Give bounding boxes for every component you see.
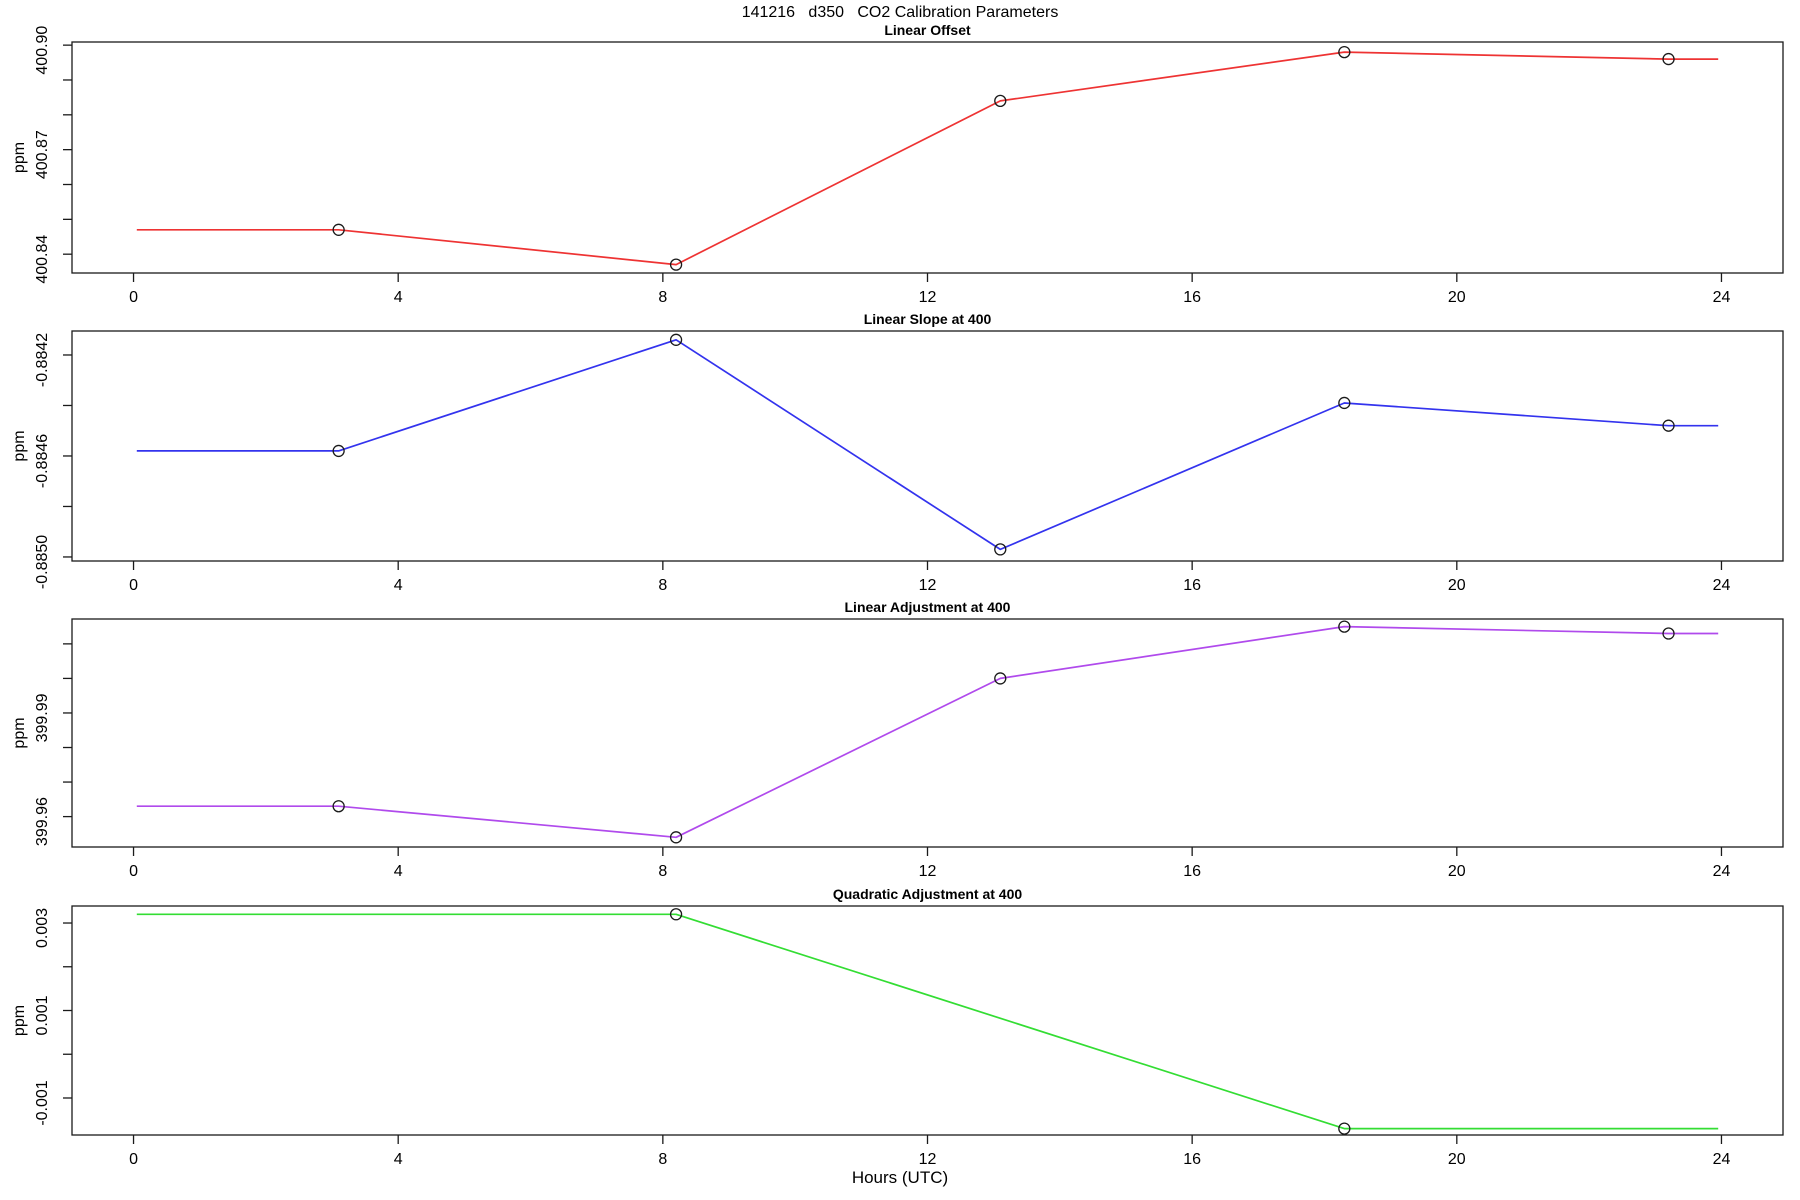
- x-tick-label: 16: [1183, 1151, 1201, 1168]
- plot-box: [71, 330, 1784, 562]
- data-point: [1338, 620, 1351, 633]
- x-tick-label: 0: [129, 577, 138, 594]
- x-tick-label: 12: [919, 1151, 937, 1168]
- main-title: 141216 d350 CO2 Calibration Parameters: [741, 4, 1059, 21]
- data-point: [1662, 52, 1675, 66]
- plot-box: [71, 905, 1784, 1136]
- y-tick-label: 0.003: [34, 908, 51, 948]
- x-tick-label: 4: [394, 863, 403, 880]
- x-tick-label: 4: [394, 289, 403, 306]
- y-tick-label: 399.99: [34, 693, 51, 742]
- data-point: [994, 672, 1007, 685]
- x-tick-label: 4: [394, 1151, 403, 1168]
- y-tick-label: 399.96: [34, 797, 51, 846]
- data-line: [136, 913, 1719, 1130]
- x-tick-label: 24: [1713, 289, 1731, 306]
- y-tick-label: 400.84: [34, 235, 51, 284]
- data-point: [669, 908, 683, 921]
- data-point: [669, 831, 683, 844]
- panel-title: Linear Slope at 400: [864, 311, 992, 327]
- x-tick-label: 8: [658, 577, 667, 594]
- data-line: [136, 51, 1719, 266]
- plot-box: [71, 618, 1784, 848]
- y-axis-title: ppm: [11, 1005, 28, 1036]
- y-tick-label: 400.90: [34, 26, 51, 75]
- y-tick-label: -0.8842: [34, 333, 51, 387]
- x-tick-label: 12: [919, 863, 937, 880]
- x-tick-label: 24: [1713, 1151, 1731, 1168]
- x-tick-label: 12: [919, 577, 937, 594]
- x-tick-label: 20: [1448, 577, 1466, 594]
- data-point: [994, 543, 1007, 556]
- panel-title: Linear Offset: [884, 22, 971, 38]
- y-axis-title: ppm: [11, 717, 28, 748]
- data-line: [136, 338, 1719, 551]
- data-point: [1662, 419, 1675, 432]
- x-tick-label: 20: [1448, 1151, 1466, 1168]
- x-tick-label: 24: [1713, 577, 1731, 594]
- data-point: [1338, 1122, 1351, 1135]
- y-tick-label: -0.001: [34, 1080, 51, 1125]
- x-tick-label: 16: [1183, 577, 1201, 594]
- x-tick-label: 8: [658, 289, 667, 306]
- data-point: [332, 223, 345, 236]
- y-tick-label: -0.8846: [34, 434, 51, 488]
- x-tick-label: 8: [658, 863, 667, 880]
- data-point: [1338, 396, 1351, 410]
- data-point: [1338, 45, 1351, 59]
- y-tick-label: 400.87: [34, 130, 51, 179]
- y-axis-title: ppm: [11, 142, 28, 173]
- x-tick-label: 0: [129, 1151, 138, 1168]
- panel-title: Linear Adjustment at 400: [845, 599, 1011, 615]
- data-point: [332, 800, 345, 813]
- x-tick-label: 12: [919, 289, 937, 306]
- y-tick-label: 0.001: [34, 995, 51, 1035]
- x-tick-label: 0: [129, 289, 138, 306]
- data-point: [669, 258, 683, 271]
- y-axis-title: ppm: [11, 430, 28, 461]
- x-tick-label: 0: [129, 863, 138, 880]
- x-tick-label: 20: [1448, 863, 1466, 880]
- x-tick-label: 24: [1713, 863, 1731, 880]
- x-tick-label: 4: [394, 577, 403, 594]
- data-line: [136, 625, 1719, 839]
- x-tick-label: 8: [658, 1151, 667, 1168]
- data-point: [332, 444, 345, 458]
- x-tick-label: 20: [1448, 289, 1466, 306]
- data-point: [1662, 627, 1675, 640]
- x-tick-label: 16: [1183, 863, 1201, 880]
- data-point: [669, 333, 683, 346]
- y-tick-label: -0.8850: [34, 535, 51, 589]
- data-point: [994, 94, 1007, 108]
- x-axis-label: Hours (UTC): [851, 1168, 949, 1187]
- panel-title: Quadratic Adjustment at 400: [833, 886, 1023, 902]
- plot-box: [71, 41, 1784, 274]
- x-tick-label: 16: [1183, 289, 1201, 306]
